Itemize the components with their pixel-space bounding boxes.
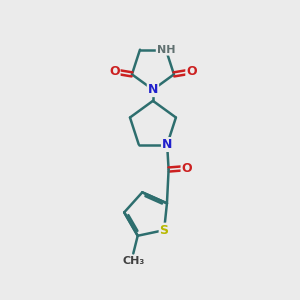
Text: NH: NH [157, 45, 175, 55]
Text: O: O [109, 65, 120, 78]
Text: O: O [182, 162, 192, 175]
Text: S: S [160, 224, 169, 237]
Text: N: N [148, 83, 158, 96]
Text: N: N [162, 138, 172, 151]
Text: O: O [186, 65, 197, 78]
Text: CH₃: CH₃ [122, 256, 144, 266]
